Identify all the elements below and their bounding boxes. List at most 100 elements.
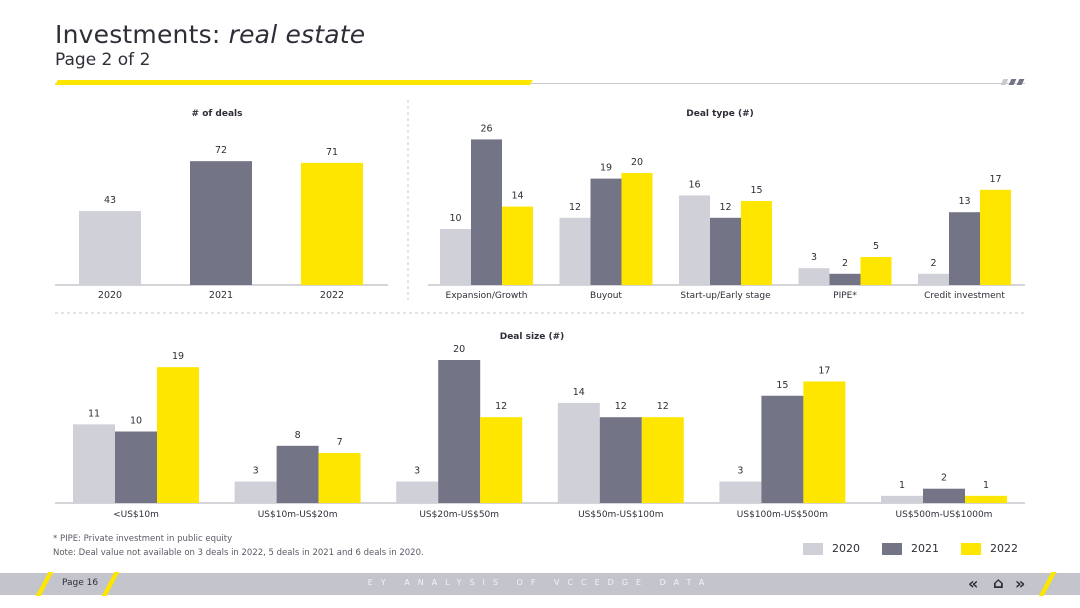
data-label: 5 <box>873 241 879 252</box>
footer-bar <box>0 573 1080 595</box>
chart-title: Deal size (#) <box>500 332 565 342</box>
bar-2022 <box>301 162 363 285</box>
data-label: 15 <box>776 380 788 391</box>
bar-2021 <box>599 417 642 503</box>
bar-2020 <box>798 268 830 285</box>
legend-swatch-2020 <box>803 542 823 555</box>
bar-2022 <box>480 417 523 503</box>
bar-2022 <box>965 495 1007 503</box>
data-label: 3 <box>811 252 817 263</box>
bar-2022 <box>803 381 846 503</box>
bar-2020 <box>559 217 591 285</box>
data-label: 2 <box>941 473 947 484</box>
bar-2020 <box>396 481 439 503</box>
data-label: 72 <box>215 145 227 156</box>
data-label: 14 <box>511 191 523 202</box>
tick-label: Credit investment <box>924 291 1005 301</box>
data-label: 1 <box>899 480 905 491</box>
tick-label: US$20m-US$50m <box>419 510 499 520</box>
data-label: 14 <box>573 387 585 398</box>
footnote-note: Note: Deal value not available on 3 deal… <box>53 548 424 558</box>
tick-label: Expansion/Growth <box>446 291 528 301</box>
next-page-icon[interactable]: » <box>1015 574 1026 593</box>
bar-2020 <box>881 495 923 503</box>
tick-label: US$500m-US$1000m <box>896 510 993 520</box>
data-label: 2 <box>930 258 936 269</box>
tick-label: US$100m-US$500m <box>737 510 828 520</box>
data-label: 20 <box>631 157 643 168</box>
data-label: 8 <box>295 430 301 441</box>
data-label: 16 <box>688 179 700 190</box>
bar-2021 <box>761 395 804 503</box>
data-label: 1 <box>983 480 989 491</box>
bar-2020 <box>719 481 762 503</box>
bar-2020 <box>234 481 277 503</box>
bar-2020 <box>79 211 141 285</box>
bar-2022 <box>157 367 199 503</box>
legend-item-2020: 2020 <box>803 542 860 555</box>
footnote-pipe: * PIPE: Private investment in public equ… <box>53 534 233 544</box>
bar-2021 <box>710 217 741 285</box>
tick-label: US$50m-US$100m <box>578 510 663 520</box>
data-label: 12 <box>719 202 731 213</box>
data-label: 2 <box>842 258 848 269</box>
data-label: 3 <box>253 466 259 477</box>
data-label: 17 <box>989 174 1001 185</box>
legend-swatch-2022 <box>961 542 981 555</box>
data-label: 17 <box>818 365 830 376</box>
footer-source-text: EY ANALYSIS OF VCCEDGE DATA <box>367 578 713 587</box>
data-label: 10 <box>130 416 142 427</box>
bar-2021 <box>190 161 252 285</box>
bar-2022 <box>980 189 1011 285</box>
bar-2021 <box>829 273 861 285</box>
page-subtitle: Page 2 of 2 <box>55 50 151 70</box>
data-label: 12 <box>569 202 581 213</box>
tick-label: 2020 <box>98 290 122 301</box>
bar-2020 <box>440 229 471 285</box>
data-label: 71 <box>326 147 338 158</box>
bar-2021 <box>949 212 980 285</box>
bar-2022 <box>502 206 533 285</box>
bar-2020 <box>557 402 600 503</box>
bar-2021 <box>923 488 965 503</box>
data-label: 19 <box>172 351 184 362</box>
header-divider <box>55 83 1025 84</box>
tick-label: 2022 <box>320 290 344 301</box>
bar-2020 <box>918 273 949 285</box>
data-label: 12 <box>657 401 669 412</box>
bar-2021 <box>471 139 502 285</box>
legend-label: 2022 <box>990 542 1018 555</box>
tick-label: 2021 <box>209 290 233 301</box>
bar-2021 <box>115 431 157 503</box>
bar-2021 <box>276 445 319 503</box>
bar-2022 <box>741 201 772 285</box>
chart-title: Deal type (#) <box>686 109 753 119</box>
tick-label: Buyout <box>590 291 622 301</box>
data-label: 3 <box>737 466 743 477</box>
data-label: 7 <box>337 437 343 448</box>
data-label: 12 <box>495 401 507 412</box>
data-label: 19 <box>600 163 612 174</box>
data-label: 26 <box>480 123 492 134</box>
bar-2021 <box>438 360 481 503</box>
bar-2022 <box>621 173 653 285</box>
tick-label: PIPE* <box>833 291 857 301</box>
bar-2020 <box>73 424 115 503</box>
home-icon[interactable]: ⌂ <box>993 574 1004 592</box>
prev-page-icon[interactable]: « <box>968 574 979 593</box>
data-label: 12 <box>615 401 627 412</box>
legend-label: 2021 <box>911 542 939 555</box>
data-label: 3 <box>414 466 420 477</box>
data-label: 15 <box>750 185 762 196</box>
tick-label: <US$10m <box>113 510 159 520</box>
bar-2021 <box>590 178 622 285</box>
page-title: Investments: real estate <box>55 20 366 49</box>
tick-label: Start-up/Early stage <box>680 291 771 301</box>
data-label: 43 <box>104 195 116 206</box>
data-label: 10 <box>449 213 461 224</box>
legend-item-2021: 2021 <box>882 542 939 555</box>
legend-label: 2020 <box>832 542 860 555</box>
bar-2022 <box>318 452 361 503</box>
bar-2022 <box>641 417 684 503</box>
